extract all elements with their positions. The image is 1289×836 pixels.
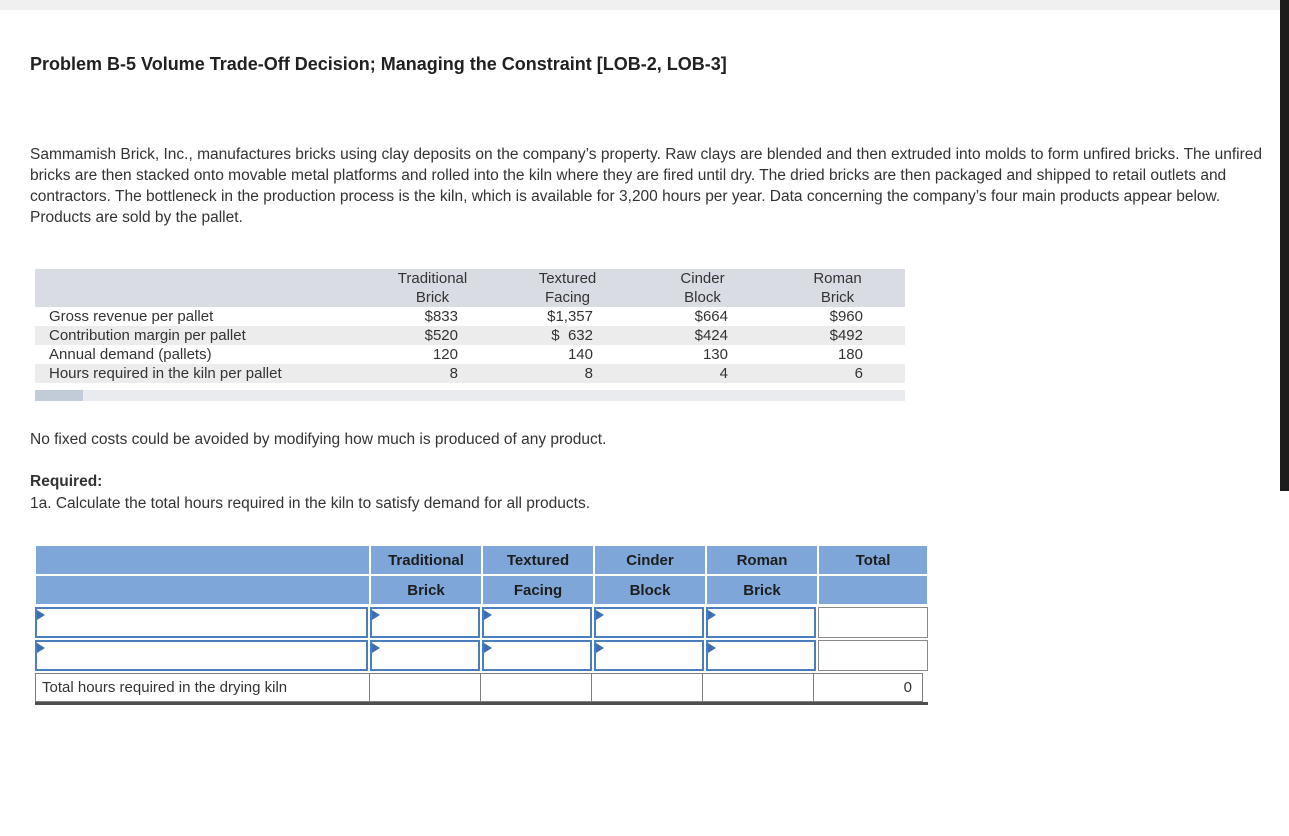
cell-value: 8 [584,365,593,382]
answer-header-cell-brick2: Brick [706,575,818,605]
horizontal-scrollbar-thumb[interactable] [35,390,83,401]
column-header-line2: Brick [820,289,855,306]
column-header-line1: Textured [538,270,597,287]
answer-marker-icon [37,643,45,653]
answer-header-cell-traditional: Traditional [370,545,482,575]
total-row-cell-cinder [591,673,703,702]
answer-cell-row1-roman[interactable] [706,607,816,638]
table-row-gross-revenue: Gross revenue per pallet $833 $1,357 $66… [35,307,905,326]
table-row-kiln-hours: Hours required in the kiln per pallet 8 … [35,364,905,383]
cell-value: $ 632 [551,327,593,344]
cell-value: 120 [432,346,458,363]
total-row-label: Total hours required in the drying kiln [35,673,370,702]
answer-marker-icon [372,610,380,620]
answer-marker-icon [484,643,492,653]
required-heading: Required: [30,473,103,490]
answer-input-row-2 [35,640,928,671]
total-hours-value: 0 [813,673,923,702]
table-bottom-border [35,702,928,705]
answer-header-cell-facing: Facing [482,575,594,605]
answer-cell-row2-label[interactable] [35,640,368,671]
row-label: Contribution margin per pallet [49,327,246,344]
cell-value: $833 [424,308,458,325]
cell-value: 8 [449,365,458,382]
answer-header-cell-roman: Roman [706,545,818,575]
table-row-contribution-margin: Contribution margin per pallet $520 $ 63… [35,326,905,345]
answer-input-row-1 [35,607,928,638]
column-header-line2: Facing [544,289,591,306]
cell-value: $1,357 [547,308,593,325]
answer-header-row-2: Brick Facing Block Brick [35,575,928,605]
answer-cell-row1-textured[interactable] [482,607,592,638]
column-header-roman-brick: Roman Brick [770,269,905,307]
cell-value: $520 [424,327,458,344]
cell-value: 6 [854,365,863,382]
answer-total-row: Total hours required in the drying kiln … [35,673,928,702]
product-data-table: Traditional Brick Textured Facing Cinder… [35,269,905,383]
answer-marker-icon [37,610,45,620]
answer-header-cell [35,545,370,575]
answer-header-cell [35,575,370,605]
total-row-cell-textured [480,673,592,702]
total-row-cell-roman [702,673,814,702]
row-label: Annual demand (pallets) [49,346,212,363]
answer-cell-row2-total [818,640,928,671]
problem-title: Problem B-5 Volume Trade-Off Decision; M… [30,54,727,74]
answer-header-cell-block: Block [594,575,706,605]
column-header-line1: Traditional [397,270,468,287]
total-row-cell-traditional [369,673,481,702]
answer-cell-row1-traditional[interactable] [370,607,480,638]
answer-marker-icon [708,643,716,653]
answer-header-cell-textured: Textured [482,545,594,575]
column-header-textured-facing: Textured Facing [500,269,635,307]
answer-cell-row2-cinder[interactable] [594,640,704,671]
answer-marker-icon [372,643,380,653]
cell-value: 130 [702,346,728,363]
cell-value: 180 [837,346,863,363]
column-header-line1: Cinder [680,270,725,287]
answer-cell-row1-label[interactable] [35,607,368,638]
cell-value: $424 [694,327,728,344]
answer-cell-row2-roman[interactable] [706,640,816,671]
column-header-line2: Block [684,289,721,306]
answer-marker-icon [596,610,604,620]
row-label: Gross revenue per pallet [49,308,214,325]
requirement-1a-text: 1a. Calculate the total hours required i… [30,495,591,512]
table-row-annual-demand: Annual demand (pallets) 120 140 130 180 [35,345,905,364]
cell-value: $664 [694,308,728,325]
vertical-scrollbar[interactable] [1280,0,1289,836]
fixed-costs-note: No fixed costs could be avoided by modif… [30,431,607,448]
answer-table: Traditional Textured Cinder Roman Total … [35,545,928,705]
answer-header-cell-cinder: Cinder [594,545,706,575]
cell-value: 140 [567,346,593,363]
column-header-line2: Brick [415,289,450,306]
answer-marker-icon [596,643,604,653]
answer-header-cell-total: Total [818,545,928,575]
data-table-header: Traditional Brick Textured Facing Cinder… [35,269,905,307]
answer-cell-row1-cinder[interactable] [594,607,704,638]
horizontal-scrollbar[interactable] [35,390,905,401]
answer-marker-icon [708,610,716,620]
vertical-scrollbar-thumb[interactable] [1280,0,1289,491]
cell-value: $492 [829,327,863,344]
problem-description: Sammamish Brick, Inc., manufactures bric… [30,146,1262,226]
answer-marker-icon [484,610,492,620]
answer-cell-row2-textured[interactable] [482,640,592,671]
answer-header-row-1: Traditional Textured Cinder Roman Total [35,545,928,575]
cell-value: 4 [719,365,728,382]
answer-cell-row1-total [818,607,928,638]
answer-cell-row2-traditional[interactable] [370,640,480,671]
row-label: Hours required in the kiln per pallet [49,365,282,382]
answer-header-cell [818,575,928,605]
column-header-traditional-brick: Traditional Brick [365,269,500,307]
column-header-cinder-block: Cinder Block [635,269,770,307]
answer-header-cell-brick: Brick [370,575,482,605]
column-header-line1: Roman [813,270,862,287]
cell-value: $960 [829,308,863,325]
top-bar [0,0,1289,10]
